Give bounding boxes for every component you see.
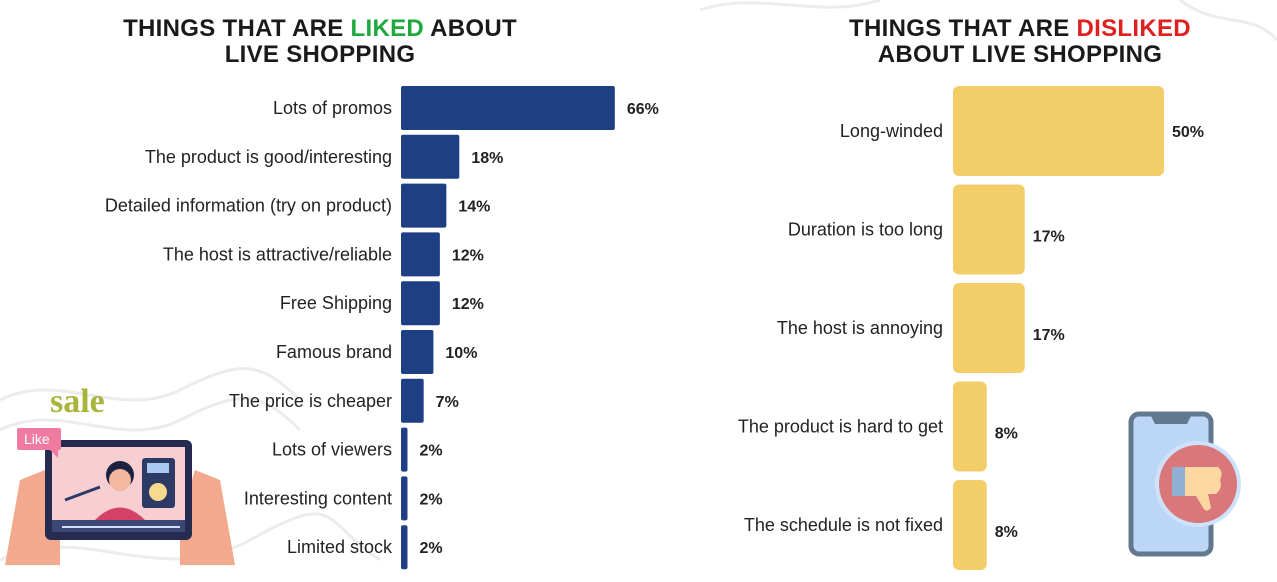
tablet-live-stream-illustration xyxy=(5,440,235,565)
liked-value-label: 12% xyxy=(452,296,484,313)
liked-value-label: 2% xyxy=(419,443,442,460)
liked-category-label: Detailed information (try on product) xyxy=(105,196,392,216)
disliked-category-label: The schedule is not fixed xyxy=(744,515,943,535)
disliked-bar xyxy=(953,381,987,472)
disliked-value-label: 50% xyxy=(1172,124,1204,141)
liked-category-label: Lots of promos xyxy=(273,98,392,118)
disliked-value-label: 8% xyxy=(995,524,1018,541)
liked-bar xyxy=(401,134,460,179)
liked-category-label: Interesting content xyxy=(244,488,392,508)
liked-value-label: 10% xyxy=(445,345,477,362)
disliked-bar xyxy=(953,480,987,570)
disliked-category-label: Long-winded xyxy=(840,121,943,141)
disliked-value-label: 17% xyxy=(1033,327,1065,344)
disliked-bar xyxy=(953,283,1025,373)
liked-chart-title: THINGS THAT ARE LIKED ABOUT LIVE SHOPPIN… xyxy=(123,15,517,68)
liked-bar xyxy=(401,86,615,130)
liked-value-label: 14% xyxy=(458,199,490,216)
liked-category-label: Famous brand xyxy=(276,342,392,362)
liked-value-label: 66% xyxy=(627,101,659,118)
liked-category-label: The host is attractive/reliable xyxy=(163,244,392,264)
disliked-category-label: The product is hard to get xyxy=(738,417,943,437)
liked-bar xyxy=(401,427,408,472)
liked-bar xyxy=(401,330,434,374)
disliked-chart-title: THINGS THAT ARE DISLIKED ABOUT LIVE SHOP… xyxy=(849,15,1191,68)
liked-bar xyxy=(401,378,424,423)
liked-value-label: 2% xyxy=(419,491,442,508)
disliked-highlight: DISLIKED xyxy=(1076,15,1191,42)
liked-bar xyxy=(401,525,408,570)
phone-thumbs-down-illustration xyxy=(1128,411,1241,557)
liked-bar xyxy=(401,232,440,277)
disliked-bar xyxy=(953,86,1164,176)
liked-value-label: 12% xyxy=(452,247,484,264)
liked-category-label: The price is cheaper xyxy=(229,391,392,411)
liked-bar xyxy=(401,281,440,326)
disliked-category-label: The host is annoying xyxy=(777,318,943,338)
liked-bar xyxy=(401,476,408,521)
liked-highlight: LIKED xyxy=(350,15,425,42)
like-badge: Like xyxy=(17,428,61,458)
liked-value-label: 2% xyxy=(419,540,442,557)
svg-text:Like: Like xyxy=(24,431,50,447)
liked-category-label: Limited stock xyxy=(287,537,393,557)
liked-value-label: 18% xyxy=(471,150,503,167)
liked-bar xyxy=(401,183,447,228)
disliked-value-label: 8% xyxy=(995,426,1018,443)
disliked-bar xyxy=(953,184,1025,275)
disliked-value-label: 17% xyxy=(1033,229,1065,246)
liked-category-label: The product is good/interesting xyxy=(145,147,392,167)
sale-logo-text: sale xyxy=(50,383,105,420)
liked-category-label: Lots of viewers xyxy=(272,440,392,460)
liked-value-label: 7% xyxy=(436,394,459,411)
disliked-category-label: Duration is too long xyxy=(788,220,943,240)
liked-category-label: Free Shipping xyxy=(280,293,392,313)
